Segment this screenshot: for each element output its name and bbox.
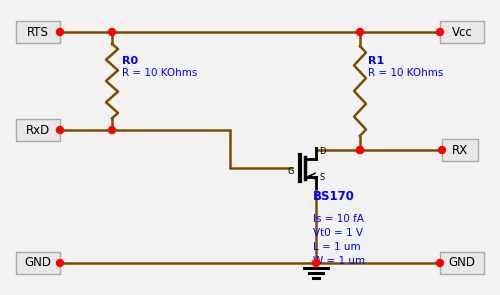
Text: Is = 10 fA
Vt0 = 1 V
L = 1 um
W = 1 um: Is = 10 fA Vt0 = 1 V L = 1 um W = 1 um [313, 214, 365, 266]
Circle shape [56, 260, 64, 266]
Text: GND: GND [448, 256, 475, 270]
Text: BS170: BS170 [313, 190, 355, 203]
Circle shape [436, 260, 444, 266]
Text: R1: R1 [368, 56, 384, 66]
Circle shape [56, 29, 64, 35]
Text: R0: R0 [122, 56, 138, 66]
Text: RTS: RTS [27, 25, 49, 39]
Text: R = 10 KOhms: R = 10 KOhms [368, 68, 444, 78]
Text: RxD: RxD [26, 124, 50, 137]
Circle shape [312, 260, 320, 266]
Text: G: G [288, 166, 294, 176]
Text: GND: GND [24, 256, 52, 270]
Text: RX: RX [452, 143, 468, 157]
Circle shape [108, 127, 116, 134]
Text: Vcc: Vcc [452, 25, 472, 39]
Text: D: D [319, 147, 326, 155]
Circle shape [356, 29, 364, 35]
Circle shape [438, 147, 446, 153]
Circle shape [356, 147, 364, 153]
FancyBboxPatch shape [442, 139, 478, 161]
FancyBboxPatch shape [16, 21, 60, 43]
FancyBboxPatch shape [16, 252, 60, 274]
Text: S: S [319, 173, 324, 181]
Circle shape [108, 29, 116, 35]
Circle shape [356, 147, 364, 153]
FancyBboxPatch shape [440, 21, 484, 43]
FancyBboxPatch shape [16, 119, 60, 141]
Circle shape [436, 29, 444, 35]
Text: R = 10 KOhms: R = 10 KOhms [122, 68, 198, 78]
FancyBboxPatch shape [440, 252, 484, 274]
Circle shape [56, 127, 64, 134]
